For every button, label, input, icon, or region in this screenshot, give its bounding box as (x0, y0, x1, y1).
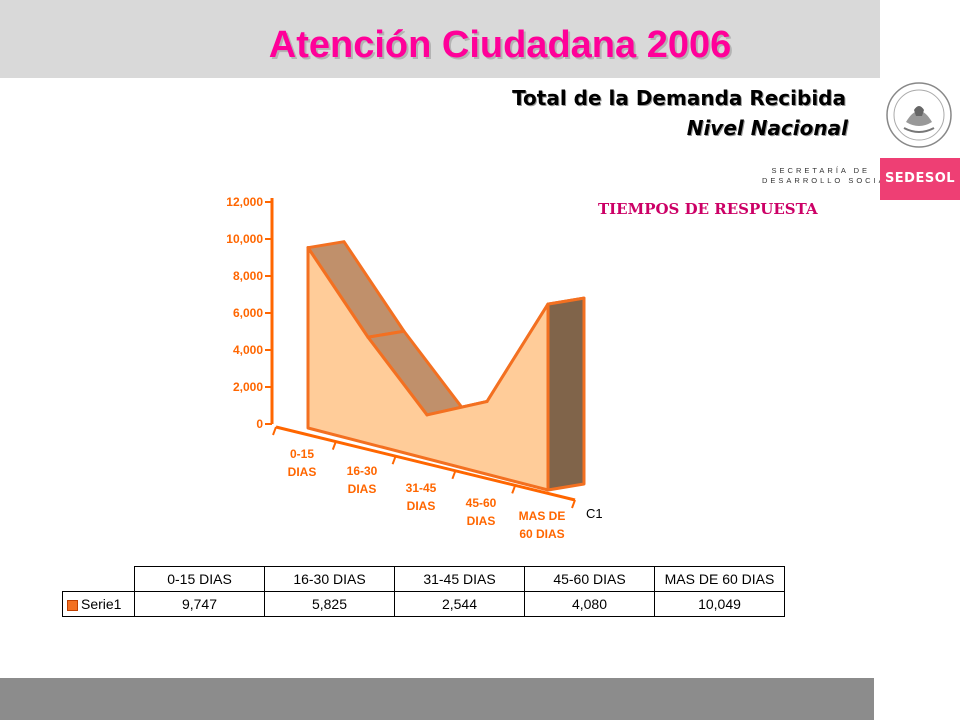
table-header-cell: MAS DE 60 DIAS (654, 566, 785, 592)
table-value-cell: 10,049 (654, 591, 785, 617)
sedesol-logo: SEDESOL (880, 158, 960, 200)
y-tick-label: 12,000 (226, 195, 263, 209)
page-subtitle-level: Nivel Nacional (686, 116, 848, 140)
department-name: SECRETARÍA DE DESARROLLO SOCIAL (762, 166, 894, 186)
legend-key-icon (67, 599, 78, 611)
data-point (546, 302, 550, 306)
department-line-1: SECRETARÍA DE (771, 166, 870, 175)
table-header-row: 0-15 DIAS 16-30 DIAS 31-45 DIAS 45-60 DI… (63, 566, 785, 592)
x-tick-label: 16-30 DIAS (347, 464, 378, 496)
x-tick-label: 45-60 DIAS (466, 496, 497, 528)
x-tick (331, 441, 337, 450)
y-tick-label: 10,000 (226, 232, 263, 246)
y-tick-label: 2,000 (233, 380, 263, 394)
page-title: Atención Ciudadana 2006 (268, 24, 732, 66)
area-chart: 0 2,000 4,000 6,000 8,000 10,000 12,000 0-15 DIA… (226, 195, 603, 541)
chart-title: TIEMPOS DE RESPUESTA (598, 200, 818, 218)
series-label: Serie1 (81, 596, 122, 612)
y-tick-label: 4,000 (233, 343, 263, 357)
table-corner (63, 567, 135, 592)
x-tick (451, 470, 457, 480)
table-value-cell: 2,544 (394, 591, 525, 617)
coat-of-arms-icon (886, 82, 952, 148)
x-tick (511, 485, 517, 494)
table-value-cell: 9,747 (134, 591, 265, 617)
table-header-cell: 16-30 DIAS (264, 566, 395, 592)
department-line-2: DESARROLLO SOCIAL (762, 176, 894, 185)
x-tick (391, 455, 397, 465)
x-tick-label: MAS DE 60 DIAS (519, 509, 566, 541)
y-tick-label: 0 (256, 417, 263, 431)
data-point (485, 400, 489, 404)
area-front-face (306, 246, 550, 492)
series-label-cell: Serie1 (62, 591, 135, 617)
x-tick-label: 0-15 DIAS (288, 447, 317, 479)
area-side-face (546, 296, 586, 492)
x-tick-label: 31-45 DIAS (406, 481, 437, 513)
table-value-cell: 5,825 (264, 591, 395, 617)
y-tick-label: 6,000 (233, 306, 263, 320)
page-subtitle: Total de la Demanda Recibida (512, 86, 846, 110)
x-tick (571, 499, 576, 509)
table-value-cell: 4,080 (524, 591, 655, 617)
table-header-cell: 0-15 DIAS (134, 566, 265, 592)
table-header-cell: 45-60 DIAS (524, 566, 655, 592)
data-point (366, 335, 370, 339)
data-table: 0-15 DIAS 16-30 DIAS 31-45 DIAS 45-60 DI… (62, 566, 785, 617)
data-point (425, 413, 429, 417)
footer-band (0, 678, 874, 720)
header-band (0, 0, 880, 78)
data-point (306, 246, 310, 250)
table-row: Serie1 9,747 5,825 2,544 4,080 10,049 (62, 591, 785, 617)
y-tick-label: 8,000 (233, 269, 263, 283)
x-axis-line (275, 425, 576, 502)
series-axis-label: C1 (586, 506, 603, 521)
x-tick (272, 426, 277, 436)
table-header-cell: 31-45 DIAS (394, 566, 525, 592)
